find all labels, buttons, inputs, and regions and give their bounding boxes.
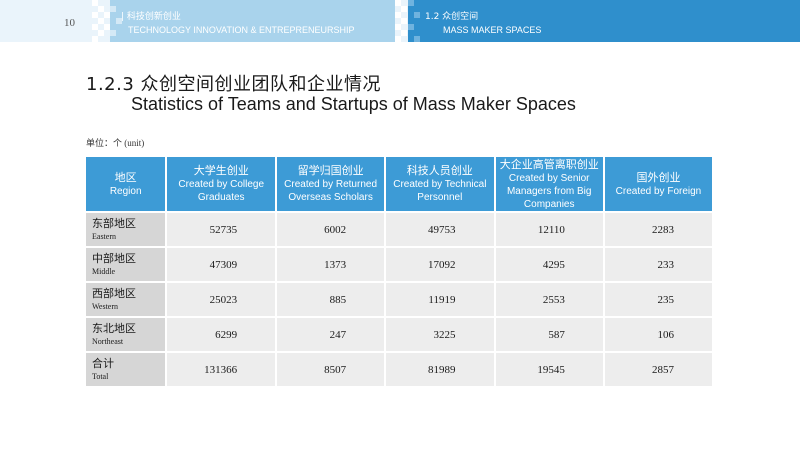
header-label-en: Created by Senior Managers from Big Comp… — [506, 172, 592, 210]
header-label-zh: 国外创业 — [636, 170, 681, 184]
table-header-row: 地区 Region 大学生创业 Created by College Gradu… — [86, 157, 712, 211]
value-cell: 4295 — [495, 248, 603, 281]
header-band: 10 | 科技创新创业 TECHNOLOGY INNOVATION & ENTR… — [0, 0, 800, 42]
header-label-en: Created by Technical Personnel — [393, 179, 487, 203]
value-cell: 106 — [604, 318, 712, 351]
pixel-pattern-decoration — [92, 0, 420, 42]
value-cell: 81989 — [386, 353, 494, 386]
region-name-zh: 东北地区 — [92, 322, 136, 335]
header-label-en: Created by College Graduates — [178, 179, 265, 203]
table-row-western: 西部地区 Western 25023 885 11919 2553 235 — [86, 283, 712, 316]
region-name-en: Northeast — [92, 337, 124, 346]
header-label-en: Region — [109, 185, 142, 197]
value-cell: 885 — [277, 283, 385, 316]
table-row-northeast: 东北地区 Northeast 6299 247 3225 587 106 — [86, 318, 712, 351]
table-row-eastern: 东部地区 Eastern 52735 6002 49753 12110 2283 — [86, 213, 712, 246]
value-cell: 247 — [277, 318, 385, 351]
value-cell: 1373 — [277, 248, 385, 281]
header-label-zh: 科技人员创业 — [406, 164, 473, 177]
table-row-total: 合计 Total 131366 8507 81989 19545 2857 — [86, 353, 712, 386]
value-cell: 131366 — [167, 353, 276, 386]
value-cell: 587 — [495, 318, 603, 351]
section-band — [110, 0, 395, 42]
region-cell: 合计 Total — [86, 353, 166, 386]
region-name-zh: 西部地区 — [92, 287, 136, 300]
value-cell: 2283 — [604, 213, 712, 246]
header-label-zh: 大学生创业 — [193, 164, 249, 177]
value-cell: 6002 — [277, 213, 385, 246]
region-cell: 中部地区 Middle — [86, 248, 166, 281]
header-technical-personnel: 科技人员创业 Created by Technical Personnel — [386, 157, 494, 211]
region-name-zh: 合计 — [92, 357, 114, 370]
subsection-band — [408, 0, 800, 42]
region-cell: 东北地区 Northeast — [86, 318, 166, 351]
value-cell: 3225 — [386, 318, 494, 351]
region-name-zh: 中部地区 — [92, 252, 136, 265]
region-name-en: Middle — [92, 267, 116, 276]
value-cell: 25023 — [167, 283, 276, 316]
value-cell: 2857 — [604, 353, 712, 386]
page-title-zh: 1.2.3 众创空间创业团队和企业情况 — [86, 74, 382, 95]
value-cell: 49753 — [386, 213, 494, 246]
header-foreign: 国外创业 Created by Foreign — [604, 157, 712, 211]
region-name-en: Total — [92, 372, 109, 381]
value-cell: 235 — [604, 283, 712, 316]
section-title-zh: | 科技创新创业 — [121, 12, 181, 22]
page-title-en: Statistics of Teams and Startups of Mass… — [131, 94, 576, 114]
header-label-zh: 大企业高管离职创业 — [499, 157, 599, 171]
statistics-table: 地区 Region 大学生创业 Created by College Gradu… — [84, 155, 714, 388]
value-cell: 19545 — [495, 353, 603, 386]
page-number: 10 — [64, 17, 75, 29]
subsection-title-zh: 1.2 众创空间 — [425, 12, 479, 22]
header-senior-managers: 大企业高管离职创业 Created by Senior Managers fro… — [495, 157, 603, 211]
region-cell: 东部地区 Eastern — [86, 213, 166, 246]
header-label-zh: 地区 — [114, 170, 137, 184]
header-label-zh: 留学归国创业 — [297, 164, 364, 177]
value-cell: 6299 — [167, 318, 276, 351]
header-college-graduates: 大学生创业 Created by College Graduates — [167, 157, 276, 211]
value-cell: 52735 — [167, 213, 276, 246]
value-cell: 12110 — [495, 213, 603, 246]
subsection-title-en: MASS MAKER SPACES — [443, 25, 542, 35]
header-label-en: Created by Foreign — [615, 185, 702, 197]
value-cell: 233 — [604, 248, 712, 281]
region-cell: 西部地区 Western — [86, 283, 166, 316]
header-returned-scholars: 留学归国创业 Created by Returned Overseas Scho… — [277, 157, 385, 211]
value-cell: 11919 — [386, 283, 494, 316]
value-cell: 47309 — [167, 248, 276, 281]
value-cell: 2553 — [495, 283, 603, 316]
table-row-middle: 中部地区 Middle 47309 1373 17092 4295 233 — [86, 248, 712, 281]
header-label-en: Created by Returned Overseas Scholars — [284, 179, 378, 203]
value-cell: 8507 — [277, 353, 385, 386]
section-title-en: TECHNOLOGY INNOVATION & ENTREPRENEURSHIP — [128, 25, 355, 35]
region-name-en: Western — [92, 302, 119, 311]
value-cell: 17092 — [386, 248, 494, 281]
region-name-en: Eastern — [92, 232, 116, 241]
region-name-zh: 东部地区 — [92, 217, 136, 230]
header-region: 地区 Region — [86, 157, 166, 211]
unit-label: 单位：个 (unit) — [86, 138, 145, 148]
